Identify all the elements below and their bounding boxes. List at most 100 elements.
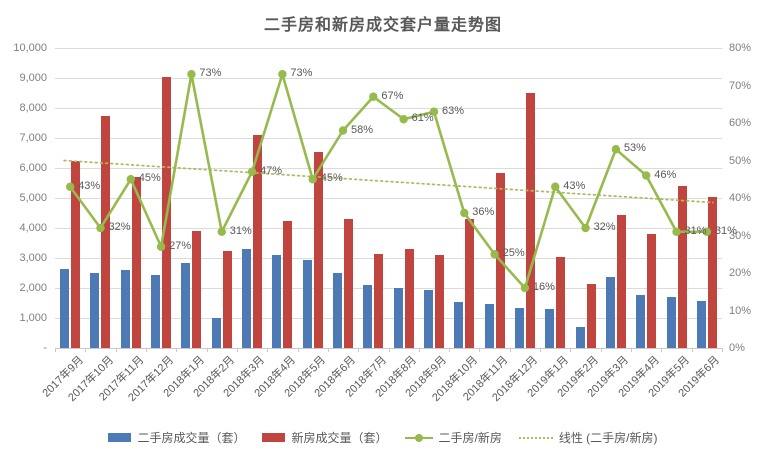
x-axis-tick	[358, 348, 360, 352]
ratio-data-label: 36%	[472, 206, 495, 218]
ratio-data-label: 61%	[411, 112, 434, 125]
gridline	[55, 197, 722, 199]
x-axis-tick	[236, 348, 238, 352]
ratio-data-label: 25%	[502, 247, 525, 260]
bar-secondhand	[454, 301, 464, 348]
x-axis-tick	[570, 348, 572, 352]
ratio-point	[642, 171, 651, 180]
x-axis-tick	[691, 348, 693, 352]
y-axis-label-left: 10,000	[13, 42, 47, 54]
x-axis-tick	[631, 348, 633, 352]
x-axis-tick	[388, 348, 390, 352]
ratio-point	[96, 223, 105, 233]
x-axis-tick	[206, 348, 208, 352]
bar-newhome	[404, 249, 414, 348]
y-axis-label-left: 6,000	[19, 162, 47, 174]
bar-newhome	[253, 135, 263, 348]
legend-swatch-bar-icon	[262, 433, 286, 442]
gridline	[55, 167, 722, 169]
y-axis-label-right: 0%	[729, 342, 745, 354]
bar-newhome	[647, 234, 657, 348]
bar-secondhand	[272, 255, 282, 348]
ratio-data-label: 67%	[381, 89, 404, 102]
ratio-data-label: 16%	[532, 281, 555, 293]
bar-secondhand	[90, 273, 100, 348]
legend-label: 新房成交量（套）	[291, 431, 388, 445]
bar-newhome	[374, 253, 384, 348]
y-axis-label-right: 40%	[729, 192, 752, 204]
ratio-point	[551, 182, 560, 191]
legend-swatch-line-icon	[404, 433, 433, 443]
ratio-point	[702, 227, 712, 236]
bar-secondhand	[363, 285, 373, 348]
ratio-point	[520, 283, 530, 293]
ratio-point	[65, 182, 75, 191]
ratio-data-label: 31%	[684, 224, 707, 237]
bar-newhome	[707, 196, 717, 348]
bar-secondhand	[575, 327, 585, 348]
bar-secondhand	[423, 289, 433, 348]
ratio-data-label: 53%	[623, 142, 646, 155]
bar-secondhand	[60, 268, 70, 348]
legend-label: 线性 (二手房/新房)	[558, 431, 658, 445]
bar-secondhand	[151, 274, 161, 348]
bar-secondhand	[393, 288, 403, 348]
x-axis-tick	[115, 348, 117, 352]
ratio-data-label: 32%	[108, 221, 131, 233]
ratio-point	[429, 107, 439, 116]
bar-newhome	[192, 231, 202, 348]
gridline	[55, 227, 722, 229]
ratio-point	[187, 70, 196, 79]
ratio-point	[490, 250, 499, 259]
bar-newhome	[222, 250, 232, 348]
x-axis-tick	[600, 348, 602, 352]
gridline	[55, 47, 722, 49]
bar-newhome	[434, 255, 444, 348]
bar-newhome	[525, 93, 535, 348]
legend-label: 二手房成交量（套）	[137, 431, 246, 445]
ratio-data-label: 31%	[714, 224, 737, 237]
y-axis-label-left: 7,000	[19, 132, 47, 144]
x-axis-tick	[176, 348, 178, 352]
ratio-point	[217, 227, 226, 236]
bar-secondhand	[636, 295, 646, 348]
bar-secondhand	[211, 318, 221, 348]
ratio-point	[369, 92, 378, 101]
x-axis-tick	[418, 348, 420, 352]
bar-newhome	[677, 186, 687, 348]
bar-secondhand	[514, 307, 524, 348]
ratio-line	[68, 72, 709, 290]
bar-newhome	[71, 160, 81, 348]
legend: 二手房成交量（套） 新房成交量（套） 二手房/新房 线性 (二手房/新房)	[0, 429, 766, 446]
ratio-data-label: 31%	[229, 224, 252, 237]
bar-secondhand	[605, 276, 615, 348]
ratio-point	[399, 115, 408, 124]
bar-newhome	[131, 177, 141, 348]
y-axis-label-right: 60%	[729, 117, 752, 129]
ratio-point	[672, 227, 681, 236]
x-axis-tick	[85, 348, 87, 352]
gridline	[55, 257, 722, 259]
bar-secondhand	[666, 297, 676, 348]
ratio-data-label: 58%	[351, 123, 374, 136]
chart-title: 二手房和新房成交套户量走势图	[263, 17, 502, 34]
gridline	[55, 317, 722, 319]
y-axis-label-left: 8,000	[19, 102, 47, 114]
bar-secondhand	[696, 301, 706, 348]
legend-item-bar: 新房成交量（套）	[262, 429, 388, 446]
ratio-point	[611, 145, 621, 154]
x-axis-tick	[540, 348, 542, 352]
legend-item-trend: 线性 (二手房/新房)	[518, 429, 658, 446]
bar-newhome	[101, 115, 111, 348]
bar-newhome	[283, 220, 293, 348]
y-axis-label-right: 10%	[729, 304, 752, 317]
ratio-point	[126, 175, 135, 184]
ratio-data-label: 43%	[563, 179, 586, 192]
trend-line	[63, 159, 714, 204]
x-axis-tick	[479, 348, 481, 352]
legend-swatch-trend-icon	[518, 436, 553, 439]
legend-item-bar: 二手房成交量（套）	[108, 429, 245, 446]
ratio-data-label: 63%	[441, 104, 464, 117]
